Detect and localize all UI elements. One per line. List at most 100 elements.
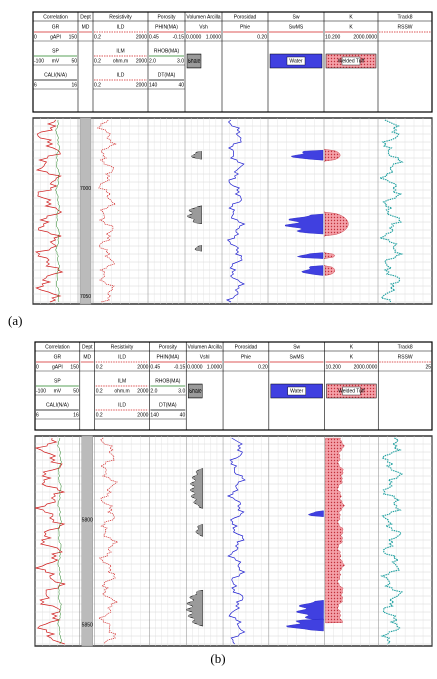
curve-name: MD [82,24,90,30]
scale-right: 2000 [136,82,147,88]
scale-left: 2.0 [150,388,157,394]
curve-name: DT(MA) [159,402,177,408]
curve-name: SP [52,48,59,54]
scale-left: -100 [34,58,44,64]
track-title: Track8 [397,14,412,20]
curve-name: RSSW [398,24,413,30]
curve-name: ILD [117,72,125,78]
curve-name: ILD [118,354,126,360]
log-fill [290,149,324,161]
log-curve [226,437,246,645]
scale-left: 0.0000 [186,34,202,40]
log-fill [307,510,324,517]
scale-left: 0.45 [150,364,160,370]
scale-right: 2000.0000 [354,364,378,370]
legend-box [187,383,203,399]
scale-left: 140 [149,82,158,88]
track-title: Volumen Arcilla [188,344,222,350]
curve-name: RHOB(MA) [154,48,180,54]
track-title: Porosidad [235,344,258,350]
curve-name: SP [54,378,61,384]
scale-right: 25 [425,364,431,370]
scale-unit: mV [52,58,60,64]
curve-name: CALI(N/A) [44,72,67,78]
curve-name: ILM [118,378,126,384]
log-fill [187,205,202,224]
log-fill [323,265,335,276]
legend-chip [341,56,361,66]
scale-right: 2000.0000 [353,34,377,40]
curve-name: K [350,354,354,360]
depth-label: 7000 [80,186,91,192]
curve-name: SwMS [289,24,304,30]
header-frame [34,341,433,431]
log-fill [186,590,204,627]
track-title: K [350,344,354,350]
depth-bar [79,117,92,305]
log-curve [96,119,117,303]
track-title: Sw [293,14,300,20]
panel-label: (b) [210,651,225,666]
legend-text: Water [289,58,302,64]
log-curve [225,119,246,303]
legend-chip [342,386,361,396]
log-fill [323,211,349,237]
curve-name: GR [52,24,60,30]
track-title: Dept [80,14,91,20]
scale-right: 2000 [137,364,148,370]
scale-right: 16 [71,82,77,88]
legend-text: Welded Tuff [338,58,365,64]
curve-name: ILD [117,24,125,30]
scale-right: 16 [73,412,79,418]
log-curve [34,437,66,645]
scale-left: 140 [150,412,159,418]
track-title: K [349,14,353,20]
scale-left: 6 [34,82,37,88]
scale-right: 1.0000 [207,364,223,370]
scale-unit: gAPI [50,34,61,40]
scale-right: 3.0 [177,58,184,64]
curve-name: Phie [241,354,251,360]
scale-right: 2000 [136,58,147,64]
track-title: Resistivity [109,14,132,20]
scale-right: 150 [70,364,79,370]
track-title: Correlation [43,14,68,20]
curve-name: K [349,24,353,30]
scale-right: 2000 [137,412,148,418]
log-curve [34,119,64,303]
scale-left: 0.2 [94,34,101,40]
curve-name: PHIN(MA) [156,354,179,360]
scale-left: 0.2 [96,364,103,370]
depth-label: 7050 [80,294,91,300]
scale-right: 50 [73,388,79,394]
depth-label: 5850 [82,622,93,628]
scale-right: 40 [180,412,186,418]
scale-left: 10.200 [325,34,341,40]
curve-name: CALI(N/A) [46,402,69,408]
scale-right: 0.20 [257,34,267,40]
scale-right: 1.0000 [206,34,222,40]
scale-left: 0.0000 [187,364,203,370]
curve-name: Vsh [199,24,208,30]
log-fill [285,618,324,632]
scale-right: 40 [178,82,184,88]
panel-label: (a) [8,313,22,328]
legend-chip [286,56,306,66]
scale-left: 0.2 [96,412,103,418]
scale-unit: ohm.m [113,58,128,64]
scale-right: 3.0 [178,388,185,394]
scale-left: 0.2 [96,388,103,394]
scale-right: -0.15 [173,34,185,40]
track-title: Dept [82,344,93,350]
scale-left: 0.2 [94,58,101,64]
scale-right: 0.20 [258,364,268,370]
scale-unit: mV [54,388,62,394]
scale-left: 10.200 [326,364,342,370]
log-curve [57,437,62,645]
legend-box [186,53,202,69]
legend-text: Water [290,388,303,394]
track-title: Volumen Arcilla [186,14,220,20]
track-title: Sw [293,344,300,350]
curve-name: Phie [240,24,250,30]
track-title: Porosity [159,344,178,350]
